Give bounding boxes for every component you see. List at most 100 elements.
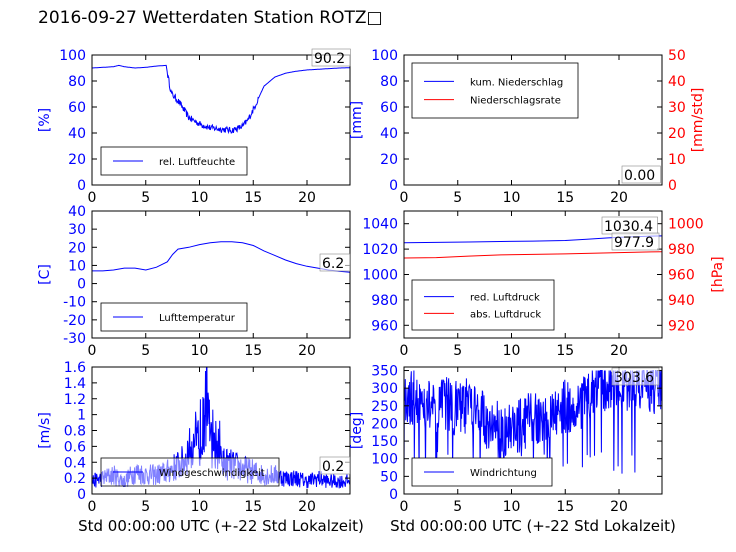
y-tick-label: 1.4 <box>64 376 86 392</box>
y-tick-label: -20 <box>63 313 86 329</box>
x-tick-label: 15 <box>556 343 574 359</box>
series-line <box>92 64 350 135</box>
chart-pressure: 0 5 10 15 20 960 980 1000 1020 1040 920 940 960 980 10… <box>362 210 726 359</box>
x-tick-label: 0 <box>400 499 409 515</box>
value-box <box>319 456 351 475</box>
chart-temperature: 0 5 10 15 20 -30 -20 -10 0 10 20 30 40 [C] 6.2 Lufttemp… <box>37 204 351 359</box>
y2-tick-label: 30 <box>668 100 686 116</box>
value-label: 977.9 <box>614 235 654 251</box>
y2-tick-label: 980 <box>668 242 695 258</box>
y2-tick-label: 20 <box>668 126 686 142</box>
x-tick-label: 0 <box>400 190 409 206</box>
y-tick-label: 10 <box>68 258 86 274</box>
legend-entry: abs. Luftdruck <box>470 309 541 320</box>
x-tick-label: 0 <box>88 499 97 515</box>
y2-tick-label: 40 <box>668 74 686 90</box>
legend-box <box>411 62 579 119</box>
y-tick-label: 1020 <box>362 242 398 258</box>
y-tick-label: 1.6 <box>64 360 86 376</box>
y-tick-label: 60 <box>68 100 86 116</box>
plot-frame <box>403 54 663 186</box>
y-axis-label: [deg] <box>349 412 365 449</box>
y-tick-label: 0 <box>389 178 398 194</box>
y-tick-label: -30 <box>63 331 86 347</box>
x-tick-label: 5 <box>453 343 462 359</box>
x-tick-label: 20 <box>298 343 316 359</box>
value-label: 90.2 <box>314 51 345 67</box>
y2-tick-label: 10 <box>668 152 686 168</box>
legend-entry: kum. Niederschlag <box>470 77 563 88</box>
figure-title-text: 2016-09-27 Wetterdaten Station ROTZ <box>38 8 367 28</box>
chart-humidity: 0 5 10 15 20 0 20 40 60 80 100 [%] 90.2 rel. Luftfeuc… <box>37 48 351 206</box>
legend-entry: Niederschlagsrate <box>470 96 561 107</box>
x-tick-label: 20 <box>298 190 316 206</box>
y-axis-label: [C] <box>37 264 53 285</box>
x-tick-label: 20 <box>610 343 628 359</box>
value-label: 6.2 <box>322 256 344 272</box>
legend-entry: Lufttemperatur <box>159 313 236 324</box>
y-tick-label: 0.6 <box>64 439 86 455</box>
x-tick-label: 10 <box>503 190 521 206</box>
x-tick-label: 0 <box>88 190 97 206</box>
y-tick-label: 80 <box>380 74 398 90</box>
y-tick-label: 40 <box>68 204 86 220</box>
value-label: 0.2 <box>322 459 344 475</box>
value-label: 1030.4 <box>604 219 653 235</box>
x-tick-label: 10 <box>191 343 209 359</box>
x-tick-label: 15 <box>556 190 574 206</box>
legend-entry: red. Luftdruck <box>470 293 540 304</box>
y-tick-label: 100 <box>371 452 398 468</box>
x-tick-label: 5 <box>453 190 462 206</box>
y-tick-label: 0.4 <box>64 455 86 471</box>
y2-tick-label: 1000 <box>668 217 704 233</box>
y2-tick-label: 920 <box>668 318 695 334</box>
y-tick-label: 0.8 <box>64 424 86 440</box>
y-tick-label: 1040 <box>362 217 398 233</box>
plot-frame <box>91 210 351 339</box>
chart-precip: 0 5 10 15 20 0 20 40 60 80 100 0 10 20 30 40 50 [mm] [mm/s… <box>349 48 706 206</box>
x-tick-label: 10 <box>191 499 209 515</box>
y-tick-label: 20 <box>68 240 86 256</box>
y-tick-label: 20 <box>68 152 86 168</box>
y2-tick-label: 940 <box>668 293 695 309</box>
chart-wind-speed: 0 5 10 15 2000.20.40.60.811.21.41.6[m/s]Std … <box>37 360 364 535</box>
y-axis-label: [mm] <box>349 101 365 139</box>
x-tick-label: 5 <box>141 499 150 515</box>
y-tick-label: 0 <box>77 487 86 503</box>
x-tick-label: 5 <box>141 343 150 359</box>
plot-frame <box>403 366 663 495</box>
y-tick-label: -10 <box>63 295 86 311</box>
y-tick-label: 0 <box>389 487 398 503</box>
legend-box <box>411 279 555 331</box>
value-label: 303.6 <box>614 370 654 386</box>
x-axis-label: Std 00:00:00 UTC (+-22 Std Lokalzeit) <box>78 517 364 535</box>
y-tick-label: 100 <box>59 48 86 64</box>
y-tick-label: 0 <box>77 178 86 194</box>
y2-axis-label: [mm/std] <box>690 88 706 153</box>
y-tick-label: 30 <box>68 222 86 238</box>
y-tick-label: 100 <box>371 48 398 64</box>
x-tick-label: 15 <box>244 499 262 515</box>
y-tick-label: 0 <box>77 277 86 293</box>
x-tick-label: 20 <box>298 499 316 515</box>
y-tick-label: 1.2 <box>64 392 86 408</box>
legend-entry: Windrichtung <box>470 468 537 479</box>
plot-frame <box>91 54 351 186</box>
x-tick-label: 10 <box>191 190 209 206</box>
value-box <box>311 48 351 67</box>
value-label: 0.00 <box>624 168 655 184</box>
y-tick-label: 20 <box>380 152 398 168</box>
value-box <box>611 232 660 251</box>
y-axis-label: [%] <box>37 108 53 132</box>
y-tick-label: 350 <box>371 364 398 380</box>
y-tick-label: 150 <box>371 434 398 450</box>
y2-axis-label: [hPa] <box>710 256 726 292</box>
series-line <box>404 370 662 480</box>
x-tick-label: 5 <box>453 499 462 515</box>
x-tick-label: 20 <box>610 190 628 206</box>
x-tick-label: 10 <box>503 343 521 359</box>
y-tick-label: 980 <box>371 293 398 309</box>
y-tick-label: 1000 <box>362 268 398 284</box>
